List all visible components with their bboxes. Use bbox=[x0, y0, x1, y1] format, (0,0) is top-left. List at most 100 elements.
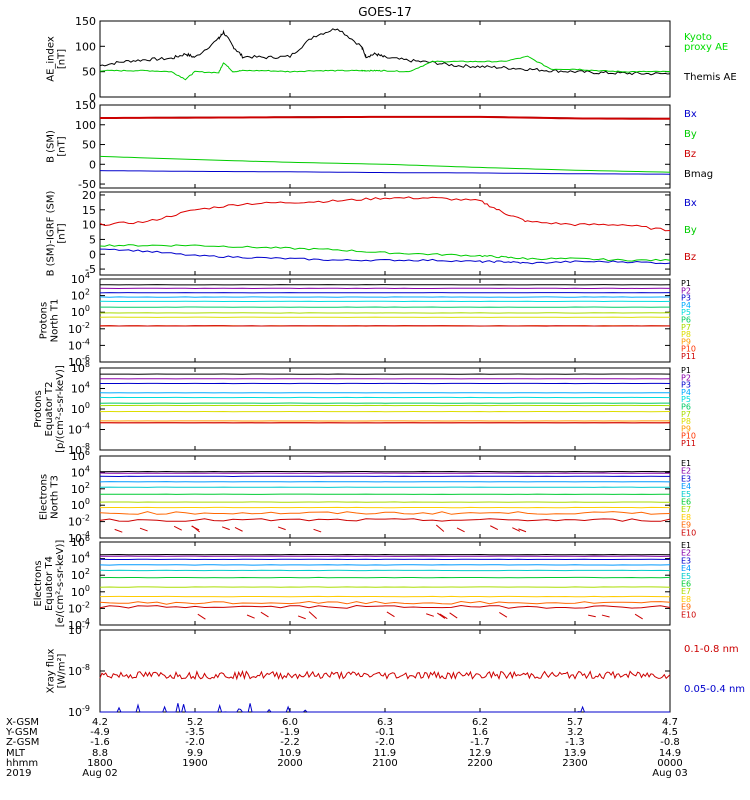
y-axis-label-line: [nT] bbox=[57, 136, 68, 156]
plot-title: GOES-17 bbox=[358, 5, 412, 19]
electrons-t4-tick-label: 10-2 bbox=[68, 600, 90, 615]
electrons-t4-low-fragment bbox=[386, 611, 395, 618]
b-legend-item: By bbox=[684, 129, 697, 140]
orbit-cell: 6.3 bbox=[377, 717, 393, 728]
y-axis-label-line: Electrons bbox=[39, 474, 50, 520]
electrons-t3-tick-label: 10-2 bbox=[68, 514, 90, 529]
protons-t2-channel-label: P10 bbox=[681, 432, 696, 441]
tick-exponent: 8 bbox=[85, 360, 90, 369]
electrons-t4-channel-10 bbox=[99, 604, 671, 609]
electrons-t4-low-fragment bbox=[426, 613, 434, 617]
orbit-row-label: 2019 bbox=[6, 768, 31, 779]
ae-tick-label: 150 bbox=[75, 15, 96, 28]
orbit-row-label: hhmm bbox=[6, 758, 38, 769]
protons-t2-channel-label: P11 bbox=[681, 439, 696, 448]
tick-exponent: 0 bbox=[85, 401, 90, 410]
electrons-t3-channel-9 bbox=[99, 511, 671, 515]
tick-base: 10 bbox=[68, 339, 82, 352]
electrons-t4-low-fragment bbox=[297, 615, 306, 620]
orbit-cell: 0000 bbox=[657, 758, 682, 769]
electrons-t3-low-fragment bbox=[277, 526, 286, 531]
bigrf-tick-label: 20 bbox=[82, 189, 96, 202]
ae-legend-kyoto: Kyoto bbox=[684, 32, 712, 43]
tick-base: 10 bbox=[68, 602, 82, 615]
xray-series-long bbox=[99, 669, 671, 681]
electrons-t3-low-fragment bbox=[221, 526, 230, 531]
electrons-t4-low-fragment bbox=[308, 611, 317, 619]
orbit-cell: 5.2 bbox=[187, 717, 203, 728]
electrons-t4-low-fragment bbox=[260, 611, 269, 618]
electrons-t4-low-fragment bbox=[439, 613, 448, 620]
electrons-t3-tick-label: 104 bbox=[71, 464, 90, 479]
protons-t1-channel-label: P3 bbox=[681, 294, 691, 303]
orbit-cell: 1.6 bbox=[472, 727, 488, 738]
protons-t1-tick-label: 102 bbox=[71, 288, 90, 303]
electrons-t4-channel-label: E7 bbox=[681, 587, 691, 596]
tick-base: 10 bbox=[71, 536, 85, 549]
bigrf-tick-label: 15 bbox=[82, 204, 96, 217]
tick-exponent: -9 bbox=[82, 704, 90, 713]
electrons-t3-y-label: Electrons North T3 bbox=[39, 474, 61, 520]
protons-t1-channel-label: P2 bbox=[681, 286, 691, 295]
tick-base: 10 bbox=[68, 323, 82, 336]
xray-tick-label: 10-8 bbox=[68, 663, 90, 678]
tick-exponent: -4 bbox=[82, 617, 90, 626]
orbit-cell: 4.7 bbox=[662, 717, 678, 728]
orbit-row-label: Z-GSM bbox=[6, 737, 39, 748]
tick-base: 10 bbox=[68, 424, 82, 437]
electrons-t4-tick-label: 102 bbox=[71, 567, 90, 582]
b-tick-label: 100 bbox=[75, 119, 96, 132]
orbit-cell: -2.0 bbox=[375, 737, 395, 748]
electrons-t3-low-fragment bbox=[456, 527, 465, 533]
tick-base: 10 bbox=[71, 466, 85, 479]
orbit-cell: -3.5 bbox=[185, 727, 205, 738]
orbit-cell: -2.0 bbox=[185, 737, 205, 748]
bigrf-tick-label: 10 bbox=[82, 219, 96, 232]
protons-t1-tick-label: 10-6 bbox=[68, 354, 90, 369]
protons-t2-channel-label: P6 bbox=[681, 403, 691, 412]
y-axis-label-line: [nT] bbox=[57, 49, 68, 69]
electrons-t4-low-fragment bbox=[499, 612, 508, 618]
protons-t1-y-label: Protons North T1 bbox=[39, 299, 61, 343]
protons-t1-channel-label: P6 bbox=[681, 316, 691, 325]
ae-legend-themis: Themis AE bbox=[683, 72, 737, 83]
b-tick-label: -50 bbox=[78, 178, 96, 191]
tick-exponent: -6 bbox=[82, 354, 90, 363]
tick-exponent: 0 bbox=[85, 304, 90, 313]
tick-exponent: -4 bbox=[82, 422, 90, 431]
ae-legend-kyoto: proxy AE bbox=[684, 42, 728, 53]
electrons-t3-channel-label: E6 bbox=[681, 498, 691, 507]
tick-base: 10 bbox=[68, 444, 82, 457]
y-axis-label-line: North T1 bbox=[50, 299, 61, 343]
orbit-cell: 1800 bbox=[87, 758, 112, 769]
electrons-t4-tick-label: 10-4 bbox=[68, 617, 90, 632]
b-series-bx bbox=[99, 170, 671, 175]
b-series-bz bbox=[100, 115, 670, 120]
electrons-t3-tick-label: 102 bbox=[71, 481, 90, 496]
xray-series-short bbox=[100, 703, 670, 713]
protons-t1-tick-label: 10-2 bbox=[68, 321, 90, 336]
orbit-cell: Aug 03 bbox=[652, 768, 687, 779]
protons-t2-channel-label: P3 bbox=[681, 381, 691, 390]
orbit-cell: -1.6 bbox=[90, 737, 110, 748]
tick-base: 10 bbox=[71, 273, 85, 286]
b-tick-label: 150 bbox=[75, 99, 96, 112]
orbit-row-label: X-GSM bbox=[6, 717, 39, 728]
electrons-t4-channel-label: E6 bbox=[681, 580, 691, 589]
electrons-t3-low-fragment bbox=[173, 525, 182, 531]
orbit-cell: 14.9 bbox=[659, 748, 681, 759]
orbit-cell: 5.7 bbox=[567, 717, 583, 728]
protons-t2-tick-label: 108 bbox=[71, 360, 90, 375]
electrons-t4-channel-9 bbox=[99, 600, 671, 605]
tick-base: 10 bbox=[68, 619, 82, 632]
protons-t1-channel-label: P1 bbox=[681, 279, 691, 288]
electrons-t4-channel-label: E10 bbox=[681, 610, 696, 619]
bigrf-tick-label: 5 bbox=[89, 233, 96, 246]
tick-base: 10 bbox=[68, 516, 82, 529]
orbit-cell: 2000 bbox=[277, 758, 302, 769]
bigrf-series-bz bbox=[99, 196, 671, 232]
y-axis-label-line: B (SM)-IGRF (SM) bbox=[46, 191, 57, 277]
